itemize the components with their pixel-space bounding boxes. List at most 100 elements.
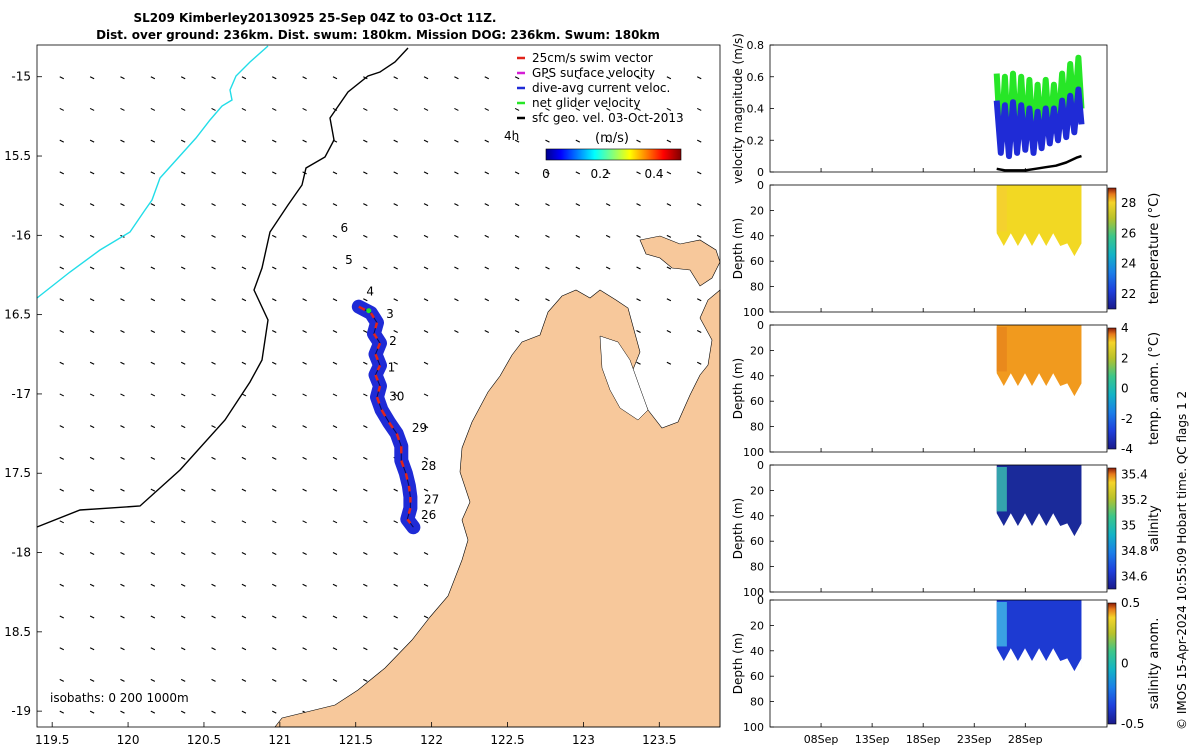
- day-label: 3: [386, 307, 394, 321]
- geo-vel-arrow: [150, 678, 156, 682]
- geo-vel-arrow: [150, 329, 156, 333]
- geo-vel-arrow: [605, 107, 611, 111]
- geo-vel-arrow: [696, 76, 702, 80]
- geo-vel-arrow: [211, 615, 216, 619]
- title-line-2: Dist. over ground: 236km. Dist. swum: 18…: [96, 28, 660, 42]
- colorbar-label: salinity: [1147, 505, 1162, 552]
- geo-vel-arrow: [302, 552, 307, 556]
- geo-vel-arrow: [393, 234, 398, 238]
- geo-vel-arrow: [59, 552, 65, 556]
- geo-vel-arrow: [150, 520, 156, 524]
- geo-vel-arrow: [211, 393, 216, 397]
- geo-vel-arrow: [180, 234, 186, 238]
- geo-vel-arrow: [89, 234, 95, 238]
- geo-vel-arrow: [241, 488, 247, 492]
- geo-vel-arrow: [120, 329, 125, 333]
- map-y-tick-label: 16.5: [4, 308, 31, 322]
- map-y-tick-label: -18: [11, 546, 31, 560]
- geo-vel-arrow: [302, 488, 307, 492]
- map-x-tick-label: 122.5: [490, 733, 524, 747]
- section-field: [996, 185, 1082, 257]
- geo-vel-arrow: [605, 139, 611, 143]
- geo-vel-arrow: [272, 361, 277, 365]
- geo-vel-arrow: [272, 266, 277, 270]
- geo-vel-arrow: [272, 234, 277, 238]
- map-y-tick-label: 15.5: [4, 149, 31, 163]
- surface-geostrophic-arrows: [59, 76, 702, 714]
- legend-entry: GPS surface velocity: [532, 66, 655, 80]
- geo-vel-arrow: [150, 710, 156, 714]
- geo-vel-arrow: [332, 583, 338, 587]
- title-line-1: SL209 Kimberley20130925 25-Sep 04Z to 03…: [134, 11, 497, 25]
- section-anomaly-patch: [996, 602, 1007, 647]
- colorbar-tick-label: 22: [1121, 287, 1136, 301]
- geo-vel-arrow: [363, 456, 368, 460]
- geo-vel-arrow: [575, 203, 581, 207]
- map-x-tick-label: 122: [420, 733, 443, 747]
- legend-entry: dive-avg current veloc.: [532, 81, 670, 95]
- speed-colorbar: (m/s) 0 0.2 0.4: [542, 131, 682, 181]
- geo-vel-arrow: [211, 520, 216, 524]
- swim-vector: [388, 421, 394, 429]
- geo-vel-arrow: [89, 520, 95, 524]
- geo-vel-arrow: [636, 234, 641, 238]
- geo-vel-arrow: [180, 552, 186, 556]
- geo-vel-arrow: [89, 456, 95, 460]
- geo-vel-arrow: [605, 76, 611, 80]
- time-tick-label: 18Sep: [906, 733, 941, 746]
- geo-vel-arrow: [393, 520, 398, 524]
- panel-frame: [769, 324, 1108, 453]
- panel-y-label: Depth (m): [731, 358, 745, 419]
- geo-vel-arrow: [272, 171, 277, 175]
- day-label: 29: [412, 421, 427, 435]
- geo-vel-arrow: [423, 393, 429, 397]
- geo-vel-arrow: [150, 615, 156, 619]
- colorbar-tick-label: 28: [1121, 196, 1136, 210]
- geo-vel-arrow: [332, 520, 338, 524]
- panel-y-tick-label: 0: [757, 166, 764, 179]
- geo-vel-arrow: [484, 139, 489, 143]
- geo-vel-arrow: [514, 107, 520, 111]
- colorbar-tick-label: 34.8: [1121, 544, 1148, 558]
- geo-vel-arrow: [120, 171, 125, 175]
- geo-vel-arrow: [332, 393, 338, 397]
- geo-vel-arrow: [120, 552, 125, 556]
- geo-vel-arrow: [272, 107, 277, 111]
- geo-vel-arrow: [332, 298, 338, 302]
- geo-vel-arrow: [393, 107, 398, 111]
- map-y-tick-label: -17: [11, 387, 31, 401]
- panel-y-tick-label: 20: [750, 484, 764, 497]
- panel-y-tick-label: 100: [743, 306, 764, 319]
- panel-y-label: Depth (m): [731, 633, 745, 694]
- geo-vel-arrow: [241, 552, 247, 556]
- geo-vel-arrow: [363, 329, 368, 333]
- geo-vel-arrow: [696, 171, 702, 175]
- geo-vel-arrow: [241, 615, 247, 619]
- geo-vel-arrow: [89, 329, 95, 333]
- geo-vel-arrow: [89, 139, 95, 143]
- geo-vel-arrow: [180, 425, 186, 429]
- geo-vel-arrow: [393, 647, 398, 651]
- panel-y-tick-label: 0: [757, 459, 764, 472]
- day-label: 5: [345, 253, 353, 267]
- geo-vel-arrow: [89, 393, 95, 397]
- geo-vel-arrow: [180, 298, 186, 302]
- geo-vel-arrow: [484, 203, 489, 207]
- geo-vel-arrow: [89, 615, 95, 619]
- time-tick-label: 23Sep: [957, 733, 992, 746]
- geo-vel-arrow: [150, 266, 156, 270]
- geo-vel-arrow: [150, 107, 156, 111]
- geo-vel-arrow: [59, 710, 65, 714]
- panel-y-tick-label: 40: [750, 645, 764, 658]
- geo-vel-arrow: [120, 203, 125, 207]
- geo-vel-arrow: [302, 234, 307, 238]
- speed-colorbar-tick-label: 0.4: [644, 167, 663, 181]
- geo-vel-arrow: [241, 647, 247, 651]
- time-tick-label: 08Sep: [804, 733, 839, 746]
- panel-y-tick-label: 0: [757, 594, 764, 607]
- geo-vel-arrow: [211, 425, 216, 429]
- geo-vel-arrow: [272, 298, 277, 302]
- geo-vel-arrow: [302, 76, 307, 80]
- geo-vel-arrow: [150, 425, 156, 429]
- geo-vel-arrow: [454, 139, 459, 143]
